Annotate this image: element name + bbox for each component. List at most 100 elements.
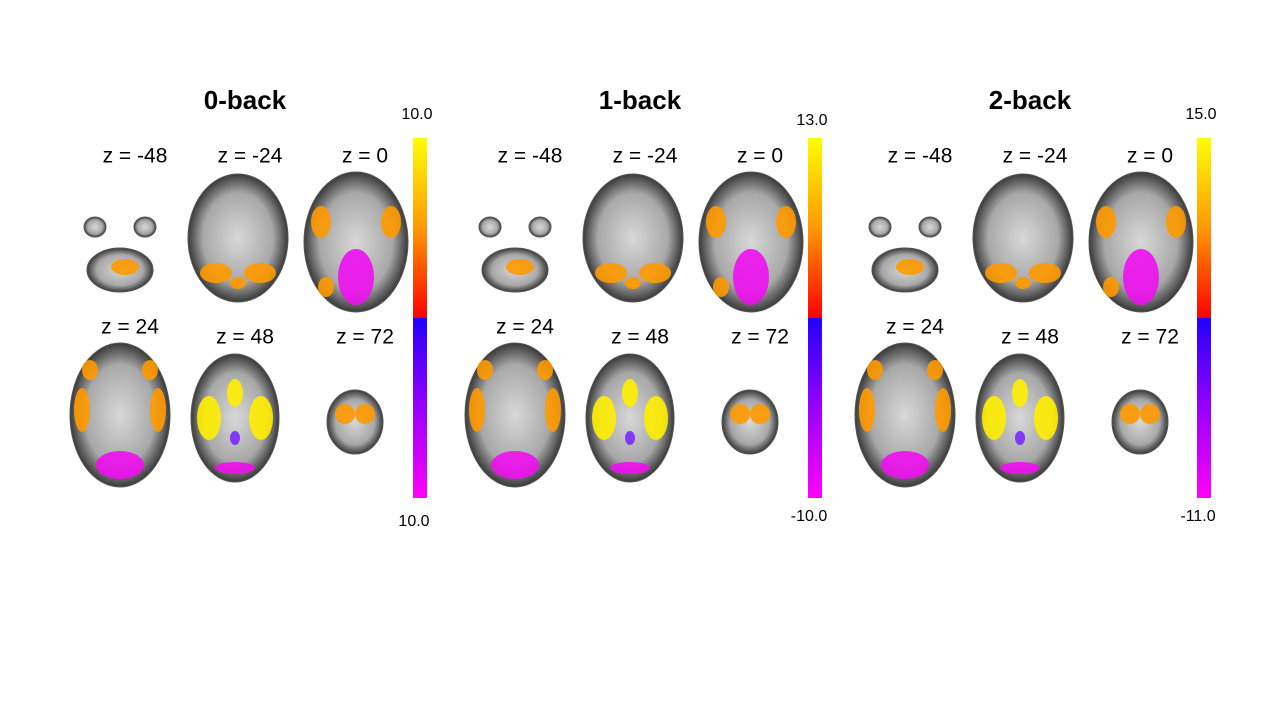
brain-slice bbox=[528, 216, 552, 238]
activation bbox=[1096, 206, 1116, 238]
slice-label: z = -48 bbox=[103, 145, 168, 168]
activation bbox=[318, 277, 334, 297]
activation bbox=[230, 277, 246, 289]
activation bbox=[706, 206, 726, 238]
activation bbox=[750, 404, 770, 424]
activation bbox=[82, 360, 98, 380]
colorbar-min: -10.0 bbox=[791, 508, 828, 525]
activation bbox=[1034, 396, 1058, 440]
slice-label: z = -48 bbox=[888, 145, 953, 168]
panel-title: 1-back bbox=[599, 85, 682, 115]
brain-slice bbox=[478, 216, 502, 238]
activation bbox=[610, 462, 650, 474]
brain-slice bbox=[464, 342, 566, 488]
activation bbox=[96, 451, 144, 479]
brain-slice bbox=[721, 389, 779, 455]
activation bbox=[595, 263, 627, 283]
colorbar-negative bbox=[1197, 318, 1211, 498]
activation bbox=[982, 396, 1006, 440]
colorbar-max: 10.0 bbox=[401, 106, 432, 123]
brain-slice bbox=[1111, 389, 1169, 455]
slice-label: z = -48 bbox=[498, 145, 563, 168]
activation bbox=[881, 451, 929, 479]
activation bbox=[859, 388, 875, 432]
activation bbox=[625, 431, 635, 445]
colorbar-min: 10.0 bbox=[398, 513, 429, 530]
activation bbox=[644, 396, 668, 440]
brain-slice bbox=[83, 216, 107, 238]
activation bbox=[1012, 379, 1028, 407]
activation bbox=[935, 388, 951, 432]
brain-slice bbox=[190, 353, 280, 483]
panel-title: 2-back bbox=[989, 85, 1072, 115]
activation bbox=[1029, 263, 1061, 283]
activation bbox=[244, 263, 276, 283]
slice-label: z = -24 bbox=[613, 145, 678, 168]
activation bbox=[713, 277, 729, 297]
colorbar-negative bbox=[413, 318, 427, 498]
activation bbox=[896, 259, 924, 275]
activation bbox=[197, 396, 221, 440]
colorbar-positive bbox=[413, 138, 427, 318]
slice-label: z = 48 bbox=[1001, 326, 1059, 349]
brain-slice bbox=[854, 342, 956, 488]
activation bbox=[142, 360, 158, 380]
slice-label: z = -24 bbox=[1003, 145, 1068, 168]
activation bbox=[1166, 206, 1186, 238]
slice-label: z = -24 bbox=[218, 145, 283, 168]
brain-slice bbox=[975, 353, 1065, 483]
activation bbox=[249, 396, 273, 440]
brain-slice bbox=[303, 171, 409, 313]
slice-label: z = 72 bbox=[731, 326, 789, 349]
activation bbox=[730, 404, 750, 424]
activation bbox=[545, 388, 561, 432]
slice-label: z = 24 bbox=[496, 316, 554, 339]
activation bbox=[1123, 249, 1159, 305]
slice-label: z = 48 bbox=[611, 326, 669, 349]
activation bbox=[1015, 431, 1025, 445]
activation bbox=[469, 388, 485, 432]
slice-label: z = 0 bbox=[1127, 145, 1173, 168]
activation bbox=[1103, 277, 1119, 297]
brain-slice bbox=[133, 216, 157, 238]
brain-slice bbox=[585, 353, 675, 483]
activation bbox=[491, 451, 539, 479]
slice-label: z = 24 bbox=[886, 316, 944, 339]
brain-slice bbox=[918, 216, 942, 238]
activation bbox=[311, 206, 331, 238]
colorbar-positive bbox=[1197, 138, 1211, 318]
brain-slice bbox=[698, 171, 804, 313]
activation bbox=[111, 259, 139, 275]
activation bbox=[477, 360, 493, 380]
activation bbox=[506, 259, 534, 275]
activation bbox=[1000, 462, 1040, 474]
activation bbox=[776, 206, 796, 238]
brain-slice bbox=[69, 342, 171, 488]
brain-slice bbox=[868, 216, 892, 238]
activation bbox=[338, 249, 374, 305]
activation bbox=[985, 263, 1017, 283]
activation bbox=[227, 379, 243, 407]
activation bbox=[537, 360, 553, 380]
slice-label: z = 24 bbox=[101, 316, 159, 339]
colorbar-negative bbox=[808, 318, 822, 498]
activation bbox=[625, 277, 641, 289]
activation bbox=[639, 263, 671, 283]
activation bbox=[622, 379, 638, 407]
activation bbox=[1015, 277, 1031, 289]
activation bbox=[74, 388, 90, 432]
slice-label: z = 0 bbox=[737, 145, 783, 168]
colorbar-max: 13.0 bbox=[796, 112, 827, 129]
activation bbox=[215, 462, 255, 474]
slice-label: z = 72 bbox=[1121, 326, 1179, 349]
activation bbox=[335, 404, 355, 424]
slice-label: z = 72 bbox=[336, 326, 394, 349]
activation bbox=[381, 206, 401, 238]
activation bbox=[592, 396, 616, 440]
colorbar-max: 15.0 bbox=[1185, 106, 1216, 123]
slice-label: z = 48 bbox=[216, 326, 274, 349]
activation bbox=[867, 360, 883, 380]
brain-slice bbox=[1088, 171, 1194, 313]
activation bbox=[150, 388, 166, 432]
